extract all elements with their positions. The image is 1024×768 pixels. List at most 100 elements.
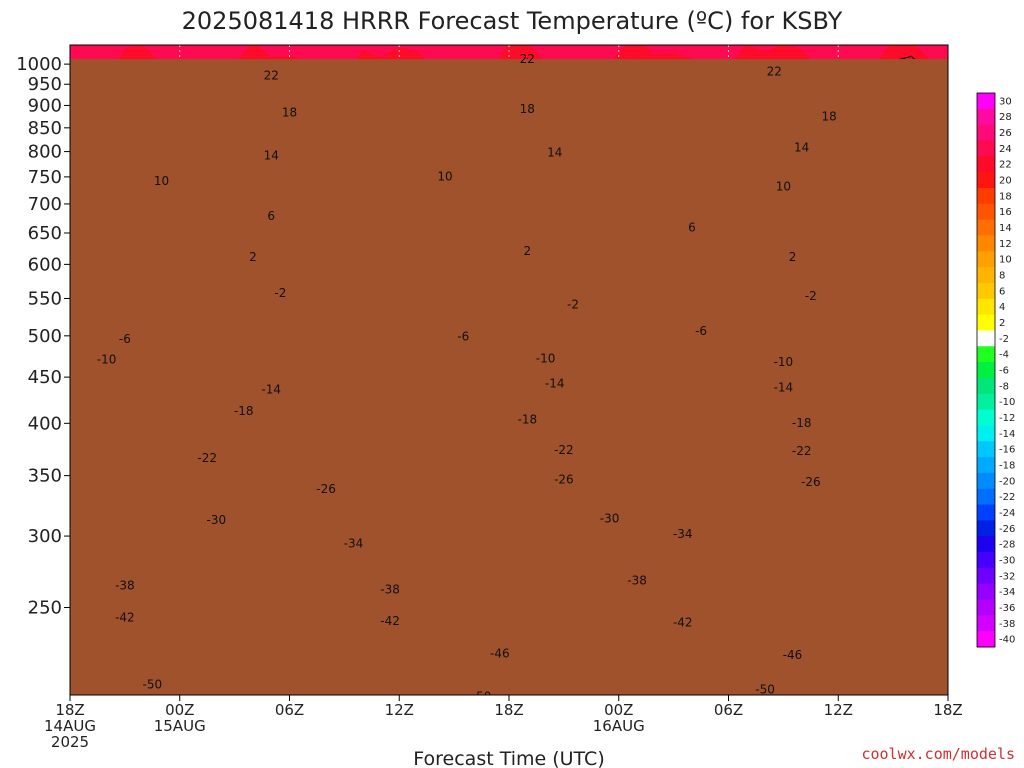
colorbar-tick-label: 22 — [999, 160, 1012, 171]
contour-label: -22 — [197, 451, 217, 465]
chart-title: 2025081418 HRRR Forecast Temperature (ºC… — [182, 7, 843, 35]
contour-label: 6 — [267, 209, 275, 223]
y-tick-label: 800 — [28, 142, 62, 163]
y-axis-ticks: 2503003504004505005506006507007508008509… — [16, 54, 70, 619]
colorbar-swatch — [977, 520, 995, 537]
contour-label: -2 — [567, 298, 579, 312]
contour-label: -6 — [119, 332, 131, 346]
x-tick-label: 06Z — [275, 701, 304, 719]
colorbar-tick-label: -24 — [999, 508, 1015, 519]
contour-label: 18 — [520, 102, 535, 116]
contour-label: -50 — [755, 682, 775, 696]
colorbar-swatch — [977, 251, 995, 268]
contour-label: 6 — [688, 220, 696, 234]
colorbar-swatch — [977, 235, 995, 252]
x-tick-label: 18Z — [494, 701, 523, 719]
colorbar-swatch — [977, 93, 995, 110]
contour-label: -6 — [695, 324, 707, 338]
colorbar: 30 28 26 24 22 20 18 16 14 12 10 8 6 4 2 -2 -4 -6 -8 -10 -12… — [976, 92, 1015, 648]
contour-label: -10 — [536, 351, 556, 365]
colorbar-tick-label: -32 — [999, 571, 1015, 582]
colorbar-swatch — [977, 377, 995, 395]
colorbar-frame — [976, 92, 996, 648]
y-tick-label: 850 — [28, 118, 62, 139]
colorbar-swatch — [977, 362, 995, 379]
colorbar-tick-label: -16 — [999, 445, 1015, 456]
colorbar-tick-label: 6 — [999, 286, 1005, 297]
contour-label: 2 — [789, 250, 797, 264]
y-tick-label: 450 — [28, 367, 62, 388]
ground-fill — [70, 59, 948, 695]
x-tick-label: 15AUG — [154, 717, 206, 735]
colorbar-swatch — [977, 488, 995, 506]
colorbar-swatch — [977, 187, 995, 205]
contour-label: 14 — [547, 146, 562, 160]
y-tick-label: 950 — [28, 74, 62, 95]
colorbar-tick-label: -38 — [999, 619, 1015, 630]
contour-label: -26 — [801, 475, 821, 489]
colorbar-tick-label: -4 — [999, 350, 1009, 361]
y-tick-label: 350 — [28, 466, 62, 487]
colorbar-tick-label: -34 — [999, 587, 1015, 598]
contour-label: -30 — [207, 513, 227, 527]
contour-label: -38 — [627, 574, 647, 588]
colorbar-swatch — [977, 599, 995, 616]
colorbar-tick-label: -8 — [999, 381, 1009, 392]
colorbar-swatch — [977, 441, 995, 458]
colorbar-swatch — [977, 346, 995, 363]
contour-label: 22 — [767, 64, 782, 78]
credit-text: coolwx.com/models — [861, 745, 1015, 763]
y-tick-label: 750 — [28, 167, 62, 188]
colorbar-swatch — [977, 552, 995, 569]
colorbar-tick-label: -30 — [999, 555, 1015, 566]
contour-label: 22 — [264, 69, 279, 83]
contour-label: -26 — [316, 482, 336, 496]
x-tick-label: 00Z — [165, 701, 194, 719]
colorbar-swatch — [977, 124, 995, 141]
contour-label: 10 — [154, 174, 169, 188]
y-tick-label: 550 — [28, 288, 62, 309]
contour-label: -42 — [380, 614, 400, 628]
colorbar-tick-label: 28 — [999, 112, 1012, 123]
colorbar-swatch — [977, 314, 995, 331]
colorbar-tick-label: -14 — [999, 429, 1015, 440]
colorbar-tick-label: 20 — [999, 176, 1012, 187]
contour-label: -50 — [472, 690, 492, 704]
colorbar-tick-label: 8 — [999, 271, 1005, 282]
colorbar-tick-label: -2 — [999, 334, 1009, 345]
colorbar-tick-label: -22 — [999, 492, 1015, 503]
y-tick-label: 300 — [28, 526, 62, 547]
colorbar-swatch — [977, 298, 995, 316]
y-tick-label: 600 — [28, 254, 62, 275]
colorbar-tick-label: 26 — [999, 128, 1012, 139]
colorbar-tick-label: -20 — [999, 476, 1015, 487]
colorbar-tick-label: -28 — [999, 540, 1015, 551]
colorbar-swatch — [977, 567, 995, 585]
x-tick-label: 14AUG — [44, 717, 96, 735]
x-tick-label: 00Z — [604, 701, 633, 719]
x-tick-label: 18Z — [933, 701, 962, 719]
colorbar-swatch — [977, 583, 995, 601]
ground-surface — [70, 59, 948, 695]
colorbar-tick-label: -6 — [999, 366, 1009, 377]
contour-label: -10 — [774, 355, 794, 369]
y-tick-label: 900 — [28, 95, 62, 116]
contour-labels: -50 -50 -50 -46 -46 -42 -42 -42 -38 -38 -38 -34 -34 -… — [97, 52, 837, 704]
colorbar-tick-label: -40 — [999, 635, 1015, 646]
colorbar-tick-label: 18 — [999, 191, 1012, 202]
contour-label: -46 — [490, 646, 510, 660]
colorbar-tick-label: 4 — [999, 302, 1005, 313]
colorbar-swatch — [977, 631, 995, 648]
colorbar-swatch — [977, 409, 995, 426]
y-tick-label: 650 — [28, 223, 62, 244]
colorbar-swatch — [977, 172, 995, 189]
colorbar-swatch — [977, 393, 995, 411]
contour-label: -42 — [115, 610, 135, 624]
colorbar-tick-label: 2 — [999, 318, 1005, 329]
contour-label: -34 — [344, 536, 364, 550]
colorbar-tick-label: -36 — [999, 603, 1015, 614]
colorbar-tick-label: 24 — [999, 144, 1012, 155]
contour-label: 18 — [282, 105, 297, 119]
x-tick-label: 12Z — [824, 701, 853, 719]
